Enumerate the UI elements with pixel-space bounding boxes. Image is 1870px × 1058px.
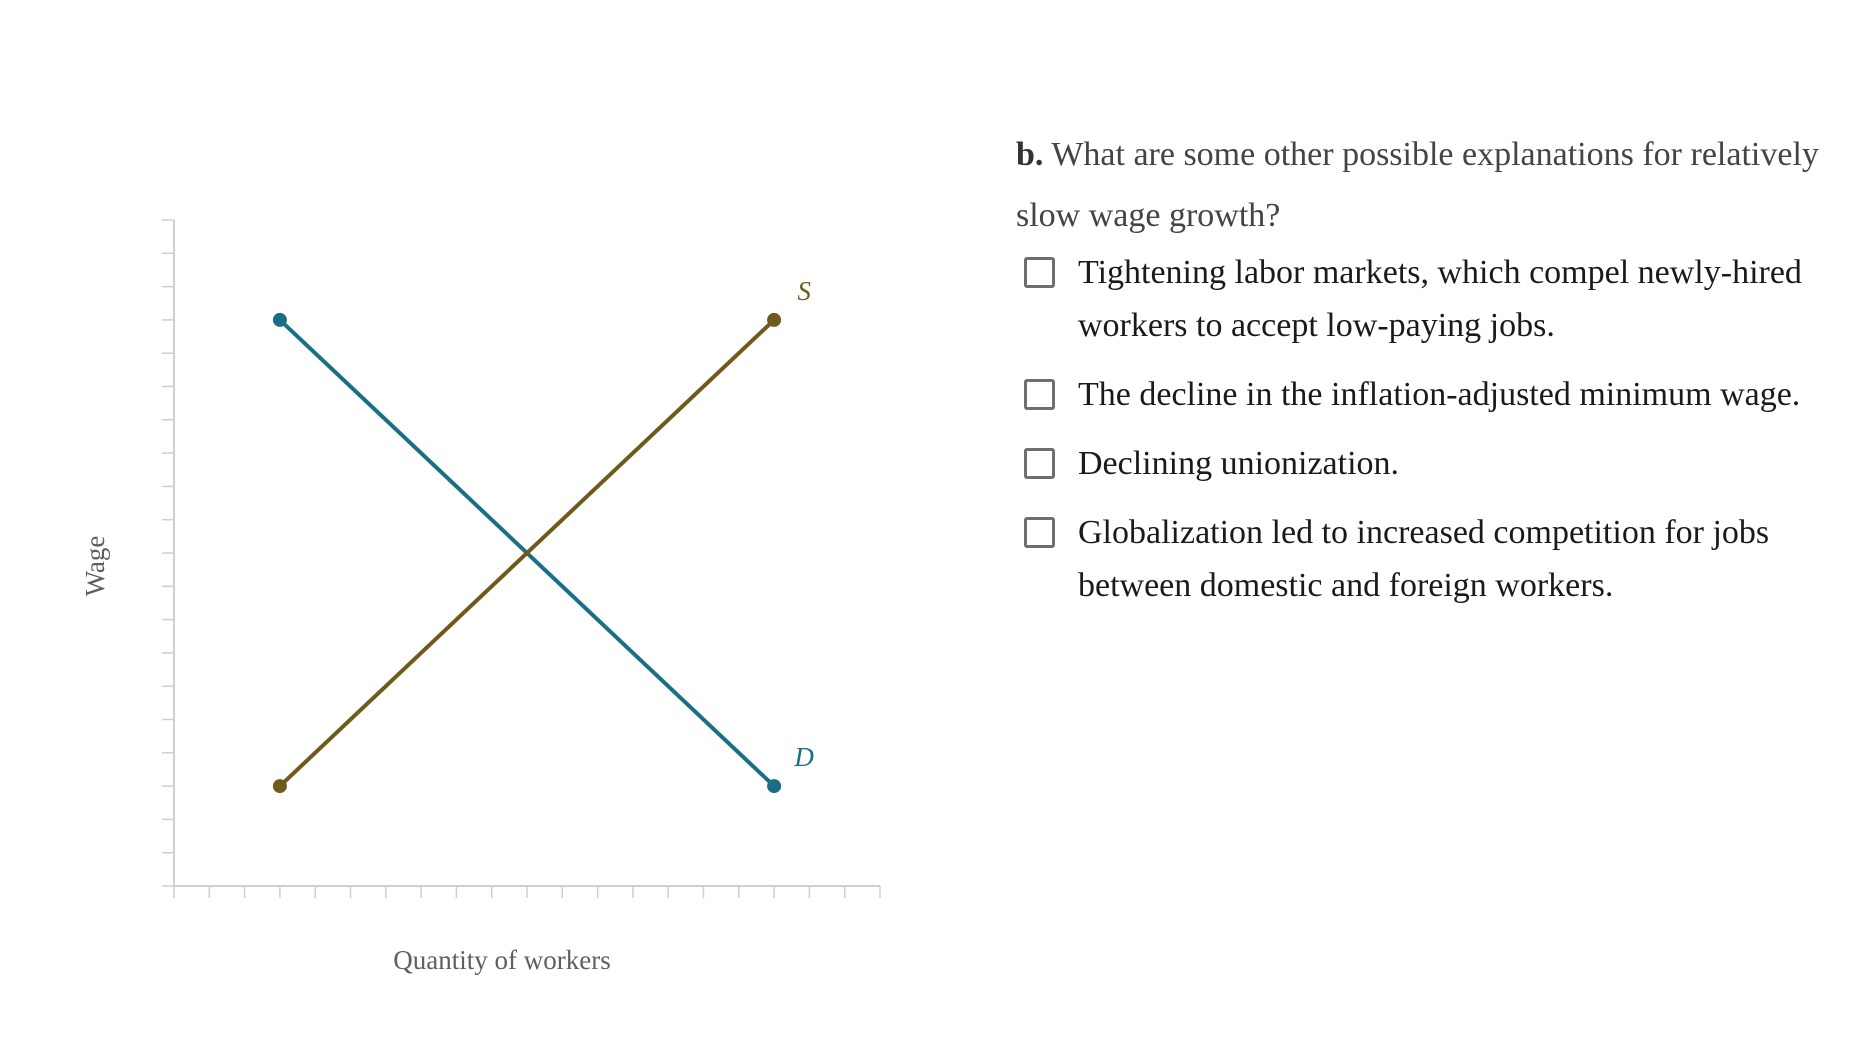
supply-endpoint <box>272 779 287 794</box>
supply-curve-label: S <box>797 276 811 306</box>
question-panel: b. What are some other possible explanat… <box>1016 124 1856 612</box>
demand-endpoint <box>767 779 782 794</box>
question-text: What are some other possible explanation… <box>1016 136 1819 234</box>
checkbox-icon[interactable] <box>1024 379 1055 410</box>
y-axis-label: Wage <box>80 536 110 597</box>
answer-option-2[interactable]: The decline in the inflation-adjusted mi… <box>1016 368 1856 421</box>
answer-option-label: Globalization led to increased competiti… <box>1078 514 1770 604</box>
question-part-label: b. <box>1016 136 1044 173</box>
graph-canvas: DS Quantity of workers Wage <box>80 219 881 975</box>
demand-endpoint <box>272 312 287 327</box>
answer-option-label: Declining unionization. <box>1078 445 1400 482</box>
checkbox-icon[interactable] <box>1024 257 1055 288</box>
answer-option-4[interactable]: Globalization led to increased competiti… <box>1016 506 1856 612</box>
curves: DS <box>272 276 814 794</box>
answer-option-label: The decline in the inflation-adjusted mi… <box>1078 376 1801 413</box>
answer-option-3[interactable]: Declining unionization. <box>1016 437 1856 490</box>
supply-curve <box>278 318 776 788</box>
answer-option-1[interactable]: Tightening labor markets, which compel n… <box>1016 246 1856 352</box>
axes <box>162 219 881 898</box>
supply-endpoint <box>767 312 782 327</box>
answer-option-label: Tightening labor markets, which compel n… <box>1078 254 1802 344</box>
question-prompt: b. What are some other possible explanat… <box>1016 124 1856 246</box>
x-axis-label: Quantity of workers <box>393 945 610 975</box>
answer-options: Tightening labor markets, which compel n… <box>1016 246 1856 612</box>
checkbox-icon[interactable] <box>1024 448 1055 479</box>
demand-curve-label: D <box>793 742 814 772</box>
checkbox-icon[interactable] <box>1024 517 1055 548</box>
